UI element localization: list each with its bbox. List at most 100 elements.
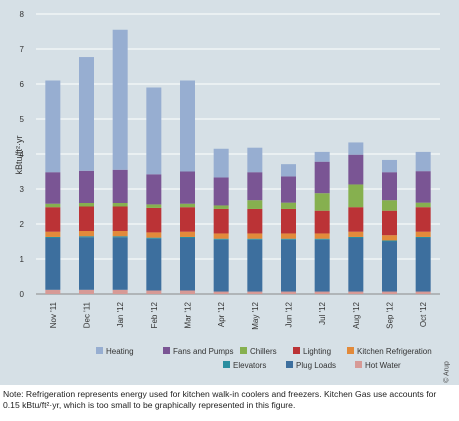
y-tick-label: 1	[20, 255, 25, 264]
bar-segment	[281, 291, 296, 294]
legend-label: Lighting	[303, 347, 331, 356]
x-tick-label: Feb '12	[150, 301, 159, 328]
bar-segment	[281, 239, 296, 292]
x-tick-label: Jan '12	[116, 301, 125, 327]
bar-segment	[247, 239, 263, 292]
bar-segment	[45, 236, 61, 238]
bar-segment	[112, 231, 128, 237]
y-tick-label: 5	[20, 115, 25, 124]
legend-label: Elevators	[233, 361, 266, 370]
bar-segment	[348, 231, 364, 237]
bar-segment	[247, 200, 263, 209]
bar-segment	[79, 231, 94, 237]
bar-segment	[382, 291, 397, 294]
bar-segment	[213, 148, 229, 178]
bar-segment	[146, 87, 162, 175]
bar-segment	[112, 206, 128, 231]
bar-segment	[45, 207, 61, 232]
y-tick-label: 7	[20, 45, 25, 54]
bar-segment	[79, 236, 94, 238]
bar-segment	[281, 164, 296, 177]
stacked-bar-chart: 0 1 2 3 4 5 6 7 8 Nov '11 Dec '11 Jan '12 Feb '12 Ma…	[14, 10, 440, 370]
y-tick-label: 6	[20, 80, 25, 89]
figure-note: Note: Refrigeration represents energy us…	[3, 389, 437, 410]
bar-segment	[146, 174, 162, 205]
legend-swatch	[240, 347, 247, 354]
y-tick-label: 3	[20, 185, 25, 194]
bar-segment	[314, 210, 330, 234]
legend-label: Chillers	[250, 347, 277, 356]
x-tick-label: Sep '12	[386, 301, 395, 328]
bar-segment	[180, 238, 195, 291]
legend-swatch	[223, 361, 230, 368]
bar-segment	[45, 289, 61, 294]
x-tick-label: Mar '12	[184, 301, 193, 328]
bar-segment	[45, 231, 61, 237]
bar-segment	[382, 159, 397, 173]
bar-segment	[247, 208, 263, 234]
bar-segment	[415, 202, 431, 208]
bar-segment	[112, 237, 128, 290]
bar-segment	[146, 238, 162, 291]
bar-segment	[348, 236, 364, 238]
bars	[45, 29, 431, 294]
bar-segment	[415, 171, 431, 203]
bar-segment	[348, 154, 364, 185]
bar-segment	[146, 237, 162, 239]
bar-segment	[112, 29, 128, 170]
bar-segment	[213, 238, 229, 240]
bar-segment	[79, 170, 94, 203]
legend-swatch	[347, 347, 354, 354]
bar-segment	[79, 237, 94, 290]
y-tick-label: 2	[20, 220, 25, 229]
bar-segment	[45, 203, 61, 208]
bar-segment	[415, 151, 431, 172]
bar-segment	[213, 177, 229, 206]
legend-label: Plug Loads	[296, 361, 336, 370]
bar-segment	[348, 142, 364, 155]
bar-segment	[314, 291, 330, 294]
bar-segment	[415, 236, 431, 238]
bar-segment	[45, 238, 61, 290]
bar-segment	[314, 233, 330, 239]
bar-segment	[79, 57, 94, 171]
bar-segment	[213, 205, 229, 209]
legend-swatch	[286, 361, 293, 368]
bar-segment	[146, 232, 162, 238]
bar-segment	[281, 238, 296, 240]
legend-swatch	[355, 361, 362, 368]
bar-segment	[281, 208, 296, 234]
bar-segment	[314, 161, 330, 194]
bar-segment	[180, 171, 195, 204]
bar-segment	[415, 207, 431, 232]
x-tick-label: Dec '11	[83, 301, 92, 328]
bar-segment	[415, 231, 431, 237]
bar-segment	[382, 235, 397, 241]
bar-segment	[213, 239, 229, 292]
legend-label: Kitchen Refrigeration	[357, 347, 432, 356]
bar-segment	[348, 207, 364, 232]
bar-segment	[213, 233, 229, 239]
bar-segment	[382, 241, 397, 292]
bar-segment	[382, 240, 397, 242]
bar-segment	[180, 231, 195, 237]
bar-segment	[281, 202, 296, 209]
y-tick-label: 0	[20, 290, 25, 299]
bar-segment	[382, 210, 397, 236]
grid-lines	[36, 13, 440, 295]
bar-segment	[382, 172, 397, 201]
bar-segment	[45, 80, 61, 173]
bar-segment	[180, 207, 195, 232]
x-tick-label: Aug '12	[352, 301, 361, 328]
bar-segment	[112, 203, 128, 207]
bar-segment	[415, 291, 431, 294]
bar-segment	[314, 239, 330, 292]
bar-segment	[247, 172, 263, 201]
bar-segment	[45, 172, 61, 204]
x-tick-label: Apr '12	[217, 301, 226, 327]
bar-segment	[348, 291, 364, 294]
y-tick-labels: 0 1 2 3 4 5 6 7 8	[20, 10, 25, 299]
bar-segment	[146, 204, 162, 208]
bar-segment	[247, 233, 263, 239]
legend-swatch	[293, 347, 300, 354]
